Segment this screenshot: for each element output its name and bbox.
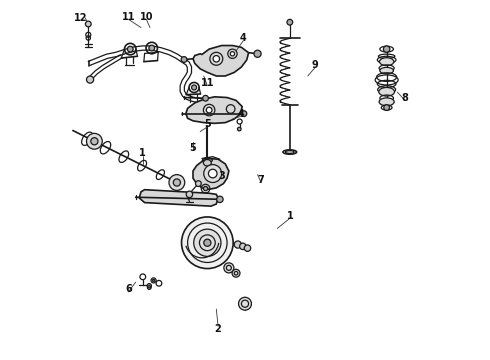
Text: 4: 4 xyxy=(238,109,245,119)
Ellipse shape xyxy=(286,150,294,153)
Circle shape xyxy=(147,284,151,288)
Polygon shape xyxy=(193,158,229,189)
Circle shape xyxy=(287,19,293,25)
Text: 11: 11 xyxy=(200,78,214,88)
Circle shape xyxy=(91,138,98,145)
Ellipse shape xyxy=(379,58,394,66)
Text: 6: 6 xyxy=(125,284,132,294)
Text: 10: 10 xyxy=(140,12,153,22)
Text: 1: 1 xyxy=(287,211,293,221)
Ellipse shape xyxy=(379,98,394,106)
Text: 7: 7 xyxy=(258,175,265,185)
Circle shape xyxy=(181,57,187,62)
Ellipse shape xyxy=(379,87,394,96)
Circle shape xyxy=(208,169,217,178)
Circle shape xyxy=(245,245,251,251)
Circle shape xyxy=(239,297,251,310)
Text: 5: 5 xyxy=(190,143,196,153)
Ellipse shape xyxy=(203,159,211,166)
Circle shape xyxy=(87,134,102,149)
Circle shape xyxy=(196,181,201,186)
Text: 3: 3 xyxy=(219,171,225,181)
Circle shape xyxy=(254,50,261,57)
Circle shape xyxy=(192,85,196,90)
Circle shape xyxy=(203,95,208,101)
Circle shape xyxy=(384,105,390,111)
Circle shape xyxy=(241,111,247,117)
Text: 2: 2 xyxy=(215,324,221,334)
Circle shape xyxy=(217,196,223,203)
Circle shape xyxy=(85,21,91,27)
Text: 9: 9 xyxy=(312,60,318,70)
Circle shape xyxy=(204,165,221,183)
Circle shape xyxy=(230,51,235,56)
Circle shape xyxy=(240,243,246,249)
Polygon shape xyxy=(139,190,218,206)
Circle shape xyxy=(181,217,233,269)
Circle shape xyxy=(213,55,220,62)
Circle shape xyxy=(204,239,211,246)
Polygon shape xyxy=(186,97,242,123)
Circle shape xyxy=(224,263,234,273)
Text: 1: 1 xyxy=(140,148,146,158)
Polygon shape xyxy=(193,45,248,76)
Circle shape xyxy=(87,76,94,83)
Text: 11: 11 xyxy=(122,12,135,22)
Text: 4: 4 xyxy=(240,33,246,43)
Circle shape xyxy=(203,186,208,191)
Circle shape xyxy=(149,45,155,51)
Circle shape xyxy=(152,279,155,282)
Circle shape xyxy=(127,46,133,52)
Text: 8: 8 xyxy=(401,93,408,103)
Circle shape xyxy=(169,175,185,190)
Text: 5: 5 xyxy=(204,120,211,129)
Circle shape xyxy=(234,241,242,248)
Circle shape xyxy=(186,191,193,198)
Circle shape xyxy=(173,179,180,186)
Ellipse shape xyxy=(380,67,393,74)
Circle shape xyxy=(206,107,212,113)
Circle shape xyxy=(238,127,241,131)
Circle shape xyxy=(383,46,390,52)
Circle shape xyxy=(232,269,240,277)
Text: 12: 12 xyxy=(74,13,88,23)
Circle shape xyxy=(194,229,221,256)
